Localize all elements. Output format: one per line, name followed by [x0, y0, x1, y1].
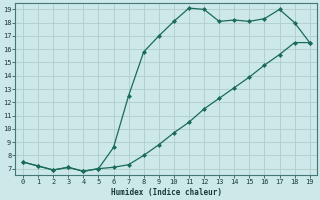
X-axis label: Humidex (Indice chaleur): Humidex (Indice chaleur): [111, 188, 222, 197]
